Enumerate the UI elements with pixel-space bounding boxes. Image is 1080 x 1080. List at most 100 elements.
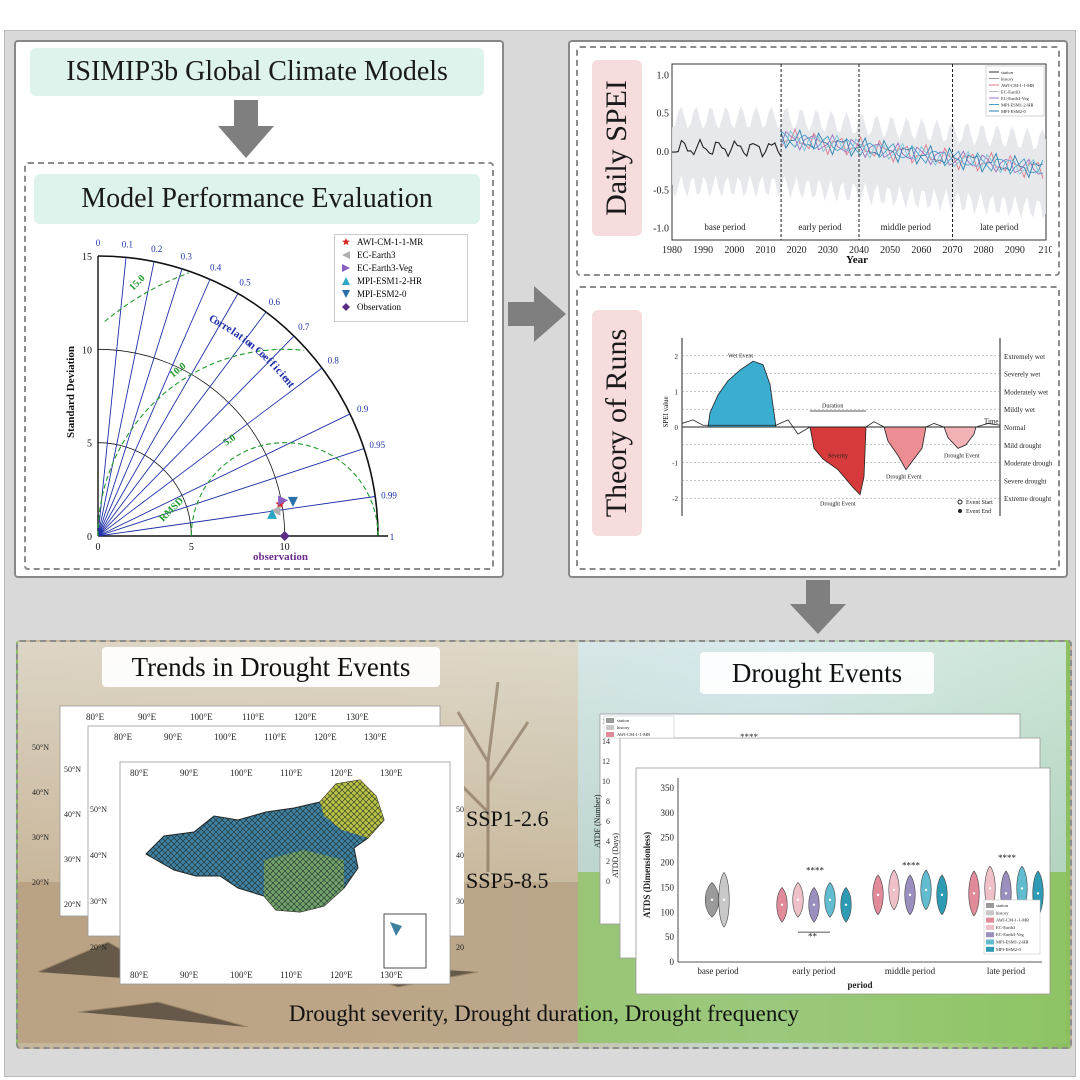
map1-lon-tick: 120°E <box>294 712 317 722</box>
violin-base-history-median <box>722 898 726 902</box>
spei-y-tick: -0.5 <box>653 185 669 196</box>
taylor-corr-tick: 0 <box>96 238 101 248</box>
spei-model-line <box>780 130 1044 175</box>
taylor-y-tick: 10 <box>82 345 92 356</box>
spei-y-tick: 0.0 <box>657 147 670 158</box>
spei-legend-label: AWI-CM-1-1-MR <box>1001 83 1034 88</box>
violin-y-tick: 50 <box>665 932 675 942</box>
taylor-legend-item: EC-Earth3-Veg <box>335 261 467 274</box>
runs-level-label: Moderately wet <box>1004 388 1048 396</box>
legend-marker <box>342 276 350 285</box>
taylor-corr-line <box>97 367 323 537</box>
taylor-corr-line <box>97 448 365 537</box>
map3-lon-tick-top: 100°E <box>230 768 253 778</box>
map3-lon-tick-top: 130°E <box>380 768 403 778</box>
violin-legend-label: MPI-ESM1-2-HR <box>996 940 1029 945</box>
taylor-corr-line <box>97 293 239 537</box>
map3-lat-tick-left: 40°N <box>90 851 107 860</box>
corr-title-char: o <box>212 315 223 328</box>
violin-p2-m4-median <box>924 888 928 892</box>
map1-lon-tick: 100°E <box>190 712 213 722</box>
taylor-rms-arc <box>190 442 379 537</box>
runs-y-tick: 0 <box>675 424 679 432</box>
period-label: base period <box>704 222 746 232</box>
corr-title-char: r <box>220 320 231 333</box>
violin-p2-m2-median <box>892 888 896 892</box>
taylor-corr-tick: 0.9 <box>357 404 369 414</box>
violin-y-tick: 350 <box>661 783 675 793</box>
map1-lat-tick: 40°N <box>32 788 49 797</box>
map1-lat-tick: 30°N <box>32 833 49 842</box>
runs-level-label: Moderate drought <box>1004 460 1052 468</box>
taylor-corr-line <box>97 279 211 537</box>
runs-title-box: Theory of Runs <box>592 310 642 536</box>
corr-title-char: f <box>264 355 275 366</box>
legend-marker-icon <box>342 302 350 311</box>
runs-chart: Extremely wet Severely wet Moderately wet M… <box>672 338 1052 516</box>
violin-front-card <box>635 767 1051 995</box>
taylor-legend-item: AWI-CM-1-1-MR <box>335 235 467 248</box>
back-legend-label: AWI-CM-1-1-MR <box>617 732 650 737</box>
corr-title-char: e <box>224 323 235 336</box>
taylor-corr-tick: 0.8 <box>328 356 340 366</box>
map3-lon-tick-bottom: 80°E <box>130 970 149 980</box>
legend-marker-icon <box>342 250 350 259</box>
period-label: middle period <box>881 222 932 232</box>
violin-legend-swatch <box>986 932 994 938</box>
legend-label: AWI-CM-1-1-MR <box>357 236 424 247</box>
china-map-hatch <box>146 780 384 912</box>
corr-title-char: i <box>277 369 288 379</box>
map1-lon-tick: 110°E <box>242 712 265 722</box>
taylor-corr-tick: 0.95 <box>369 440 385 450</box>
spei-legend-label: MPI-ESM1-2-HR <box>1001 103 1034 108</box>
scenario-2: SSP5-8.5 <box>466 868 549 893</box>
violin-y-tick: 0 <box>670 957 675 967</box>
eval-title-box: Model Performance Evaluation <box>34 174 480 224</box>
corr-title-char: e <box>260 352 272 364</box>
map1-lat-tick: 20°N <box>32 878 49 887</box>
back-legend-box <box>603 715 675 739</box>
back-y-tick: 12 <box>602 757 610 766</box>
violin-legend-label: EC-Earth3-Veg <box>996 932 1024 937</box>
map3-lon-tick-bottom: 110°E <box>280 970 303 980</box>
back-y-tick: 4 <box>606 837 610 846</box>
runs-ylabel: SPEI value <box>662 396 670 428</box>
map2-lon-tick: 130°E <box>364 732 387 742</box>
runs-level-label: Normal <box>1004 424 1025 432</box>
map3-lon-tick-top: 110°E <box>280 768 303 778</box>
rms-label-15: 15.0 <box>127 273 147 293</box>
drought-event-label-1: Drought Event <box>820 501 856 507</box>
taylor-corr-line <box>97 261 155 537</box>
corr-title-char: t <box>285 380 297 391</box>
taylor-x-tick: 0 <box>96 542 101 553</box>
taylor-corr-line <box>97 268 183 537</box>
violin-p1-m5-median <box>844 903 848 907</box>
legend-label: EC-Earth3 <box>357 249 396 260</box>
map3-lat-tick-left: 30°N <box>90 897 107 906</box>
taylor-y-tick: 0 <box>87 532 92 543</box>
event-end-label: Event End <box>966 509 991 515</box>
trends-title: Trends in Drought Events <box>102 647 440 687</box>
corr-title-char: t <box>236 331 246 343</box>
legend-label: Observation <box>357 301 401 312</box>
map3-lat-tick-right: 40°N <box>456 851 464 860</box>
violin-y-tick: 250 <box>661 833 675 843</box>
spei-station-line <box>672 138 782 159</box>
spei-legend-label: EC-Earth3-Veg <box>1001 96 1029 101</box>
map1-lon-tick: 90°E <box>138 712 157 722</box>
runs-title: Theory of Runs <box>600 328 633 518</box>
taylor-point <box>287 496 298 507</box>
violin-sig-3: **** <box>998 853 1017 863</box>
spei-x-tick: 1990 <box>693 245 713 256</box>
map3-lon-tick-bottom: 100°E <box>230 970 253 980</box>
map2-lon-tick: 100°E <box>214 732 237 742</box>
violin-legend-label: AWI-CM-1-1-MR <box>996 918 1029 923</box>
runs-level-label: Extremely wet <box>1004 353 1045 361</box>
event-start-marker <box>957 499 963 505</box>
map2-lon-tick: 110°E <box>264 732 287 742</box>
map3-lon-tick-top: 90°E <box>180 768 199 778</box>
map3-lon-tick-bottom: 120°E <box>330 970 353 980</box>
violin-p3-m5-median <box>1036 892 1040 895</box>
back-y-tick: 2 <box>606 857 610 866</box>
taylor-corr-line <box>97 413 351 537</box>
